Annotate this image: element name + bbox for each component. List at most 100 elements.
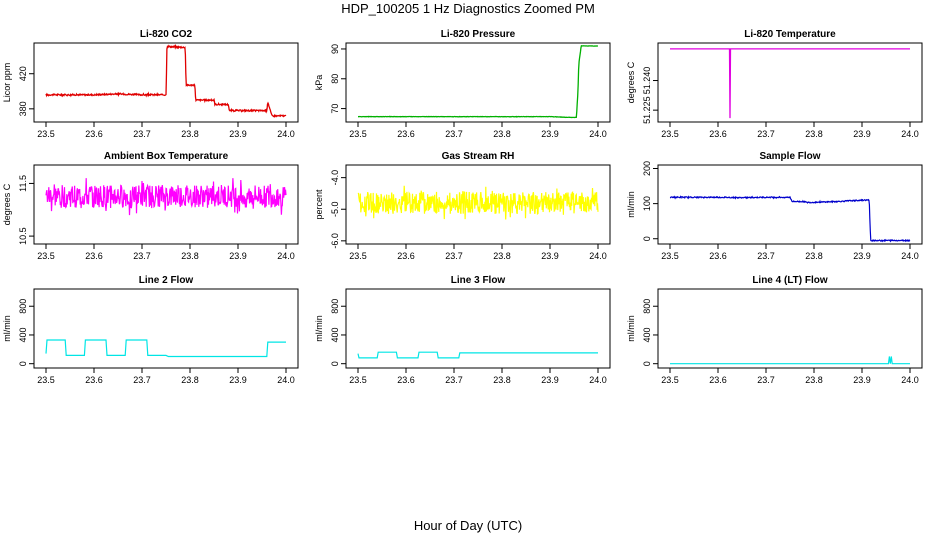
y-tick-label: 11.5: [18, 175, 28, 192]
x-tick-label: 23.8: [805, 375, 823, 385]
x-tick-label: 23.6: [397, 129, 415, 139]
y-tick-label: 10.5: [18, 227, 28, 245]
x-tick-label: 24.0: [589, 251, 607, 261]
y-tick-label: 380: [18, 101, 28, 116]
panel-8: Line 3 Flow 23.5 23.6 23.7 23.8 23.9 24.0 0 400 8…: [314, 275, 611, 385]
y-tick-label: 0: [642, 361, 652, 366]
x-tick-label: 23.5: [661, 129, 679, 139]
panel-3: Li-820 Temperature 23.5 23.6 23.7 23.8 23.9 24…: [626, 29, 923, 139]
panel-title: Ambient Box Temperature: [104, 151, 229, 162]
panel-1: Li-820 CO2 23.5 23.6 23.7 23.8 23.9 24.0 380 420…: [2, 29, 299, 139]
panel-4: Ambient Box Temperature 23.5 23.6 23.7 23.8 2…: [2, 151, 299, 261]
x-tick-label: 23.9: [541, 251, 559, 261]
x-tick-label: 23.6: [85, 129, 103, 139]
x-tick-label: 24.0: [277, 375, 295, 385]
y-tick-label: 400: [642, 327, 652, 342]
y-axis-label: percent: [314, 189, 324, 220]
y-tick-label: 100: [642, 196, 652, 211]
y-axis-label: kPa: [314, 75, 324, 91]
x-tick-label: 23.8: [181, 375, 199, 385]
plot-frame: [33, 288, 299, 369]
x-tick-label: 23.7: [133, 375, 151, 385]
series-line: [358, 45, 598, 119]
y-tick-label: 0: [18, 361, 28, 366]
y-tick-label: -6.0: [330, 233, 340, 249]
panel-5: Gas Stream RH 23.5 23.6 23.7 23.8 23.9 24.0 -6.…: [314, 151, 611, 261]
x-tick-label: 23.5: [37, 129, 55, 139]
x-tick-label: 23.6: [709, 375, 727, 385]
x-tick-label: 23.8: [493, 251, 511, 261]
x-tick-label: 23.6: [397, 375, 415, 385]
y-axis-label: Licor ppm: [2, 63, 12, 103]
x-tick-label: 23.7: [757, 251, 775, 261]
x-tick-label: 23.8: [493, 375, 511, 385]
plot-frame: [657, 164, 923, 245]
y-axis-label: ml/min: [626, 315, 636, 342]
series-line: [45, 44, 287, 119]
x-tick-label: 23.5: [37, 375, 55, 385]
y-tick-label: 800: [330, 299, 340, 314]
panel-title: Line 4 (LT) Flow: [752, 275, 828, 286]
y-tick-label: 0: [642, 236, 652, 241]
y-axis-label: degrees C: [626, 61, 636, 103]
x-tick-label: 23.6: [85, 251, 103, 261]
x-tick-label: 23.5: [661, 251, 679, 261]
x-tick-label: 23.5: [349, 251, 367, 261]
x-tick-label: 24.0: [589, 129, 607, 139]
series-line: [669, 195, 911, 243]
panel-title: Gas Stream RH: [442, 151, 515, 162]
x-tick-label: 23.7: [133, 129, 151, 139]
plot-frame: [345, 164, 611, 245]
x-tick-label: 23.5: [37, 251, 55, 261]
x-tick-label: 23.6: [709, 129, 727, 139]
x-tick-label: 23.9: [229, 129, 247, 139]
x-tick-label: 24.0: [589, 375, 607, 385]
figure-title: HDP_100205 1 Hz Diagnostics Zoomed PM: [341, 1, 595, 16]
y-tick-label: -5.0: [330, 201, 340, 217]
y-tick-label: 200: [642, 161, 652, 176]
panel-title: Line 2 Flow: [139, 275, 194, 286]
series-line: [45, 178, 287, 216]
y-tick-label: 51.225: [642, 96, 652, 124]
y-tick-label: 420: [18, 66, 28, 81]
x-tick-label: 23.9: [853, 129, 871, 139]
series-line: [670, 356, 910, 365]
x-tick-label: 23.6: [709, 251, 727, 261]
panel-2: Li-820 Pressure 23.5 23.6 23.7 23.8 23.9 24.0 7…: [314, 29, 611, 139]
x-tick-label: 23.8: [181, 251, 199, 261]
y-tick-label: 51.240: [642, 67, 652, 95]
x-tick-label: 23.7: [133, 251, 151, 261]
plot-frame: [33, 164, 299, 245]
x-tick-label: 23.8: [805, 129, 823, 139]
x-tick-label: 23.9: [229, 375, 247, 385]
plot-frame: [33, 42, 299, 123]
x-tick-label: 24.0: [277, 251, 295, 261]
x-tick-label: 24.0: [901, 129, 919, 139]
y-tick-label: -4.0: [330, 170, 340, 186]
plot-frame: [345, 288, 611, 369]
x-tick-label: 23.7: [445, 129, 463, 139]
x-tick-label: 23.5: [661, 375, 679, 385]
y-tick-label: 90: [330, 44, 340, 54]
x-tick-label: 24.0: [901, 251, 919, 261]
y-tick-label: 400: [18, 327, 28, 342]
x-tick-label: 23.5: [349, 375, 367, 385]
y-tick-label: 70: [330, 104, 340, 114]
y-tick-label: 800: [18, 299, 28, 314]
x-tick-label: 23.8: [805, 251, 823, 261]
x-tick-label: 23.7: [445, 375, 463, 385]
y-axis-label: ml/min: [2, 315, 12, 342]
panel-title: Li-820 CO2: [140, 29, 193, 40]
x-tick-label: 23.7: [445, 251, 463, 261]
series-line: [45, 339, 286, 358]
x-tick-label: 23.7: [757, 129, 775, 139]
x-tick-label: 23.8: [493, 129, 511, 139]
x-tick-label: 23.8: [181, 129, 199, 139]
x-tick-label: 23.9: [229, 251, 247, 261]
panel-title: Line 3 Flow: [451, 275, 506, 286]
y-axis-label: degrees C: [2, 183, 12, 225]
x-tick-label: 23.6: [85, 375, 103, 385]
x-tick-label: 23.9: [853, 375, 871, 385]
y-tick-label: 800: [642, 299, 652, 314]
